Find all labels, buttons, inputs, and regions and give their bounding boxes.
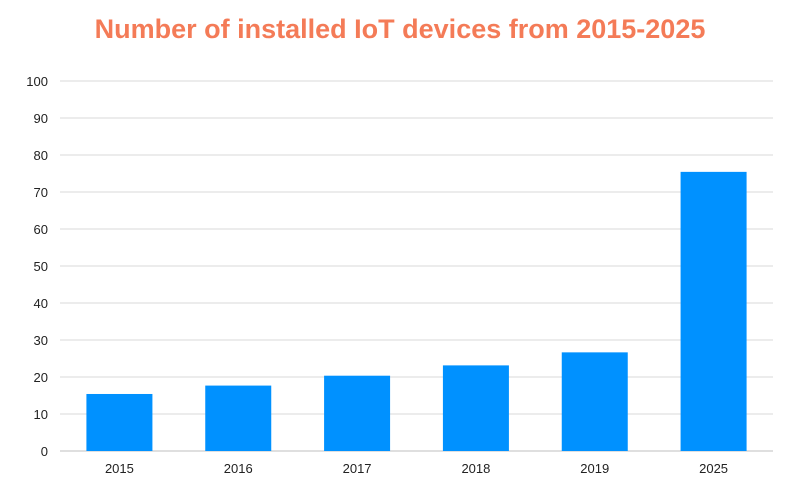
x-tick-label: 2015 bbox=[105, 461, 134, 476]
y-tick-label: 0 bbox=[41, 444, 48, 459]
y-tick-label: 70 bbox=[34, 185, 48, 200]
x-tick-label: 2016 bbox=[224, 461, 253, 476]
x-tick-label: 2025 bbox=[699, 461, 728, 476]
y-tick-label: 50 bbox=[34, 259, 48, 274]
y-tick-label: 20 bbox=[34, 370, 48, 385]
bar-2019 bbox=[561, 352, 628, 451]
y-tick-label: 10 bbox=[34, 407, 48, 422]
y-tick-label: 30 bbox=[34, 333, 48, 348]
y-tick-label: 40 bbox=[34, 296, 48, 311]
y-tick-label: 100 bbox=[26, 74, 48, 89]
bar-2018 bbox=[442, 365, 509, 451]
bar-2016 bbox=[205, 385, 272, 451]
y-tick-label: 80 bbox=[34, 148, 48, 163]
bar-2015 bbox=[86, 393, 153, 451]
chart-title: Number of installed IoT devices from 201… bbox=[94, 14, 706, 44]
bar-2025 bbox=[680, 171, 747, 451]
x-tick-label: 2018 bbox=[461, 461, 490, 476]
y-tick-label: 60 bbox=[34, 222, 48, 237]
x-tick-label: 2019 bbox=[580, 461, 609, 476]
y-tick-label: 90 bbox=[34, 111, 48, 126]
x-tick-label: 2017 bbox=[343, 461, 372, 476]
bar-2017 bbox=[324, 375, 391, 451]
